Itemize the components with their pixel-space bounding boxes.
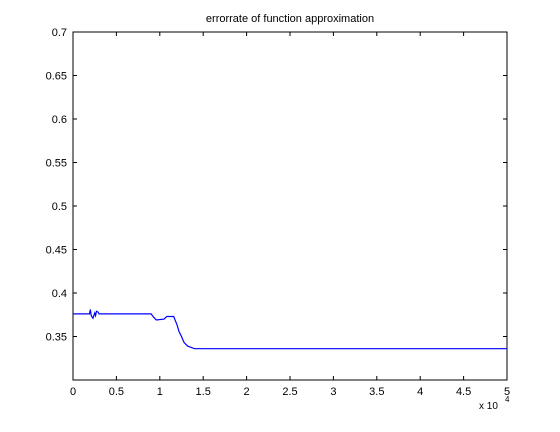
x-multiplier-exponent: 4 <box>505 395 510 404</box>
chart-title: errorrate of function approximation <box>206 13 374 25</box>
x-tick-label: 2 <box>244 386 250 398</box>
y-tick-label: 0.45 <box>46 245 67 257</box>
y-tick-label: 0.6 <box>52 114 67 126</box>
x-tick-label: 0 <box>70 386 76 398</box>
y-tick-label: 0.5 <box>52 201 67 213</box>
series-line <box>73 309 507 350</box>
x-tick-label: 4 <box>417 386 423 398</box>
plot-frame <box>72 31 508 381</box>
x-tick-label: 0.5 <box>109 386 124 398</box>
x-tick-label: 1.5 <box>196 386 211 398</box>
y-tick-label: 0.4 <box>52 288 67 300</box>
x-tick-label: 1 <box>157 386 163 398</box>
x-tick-label: 5 <box>504 386 510 398</box>
x-tick-label: 2.5 <box>282 386 297 398</box>
y-tick-label: 0.65 <box>46 71 67 83</box>
x-tick-label: 3 <box>330 386 336 398</box>
x-tick-label: 4.5 <box>456 386 471 398</box>
y-tick-label: 0.55 <box>46 158 67 170</box>
y-tick-label: 0.7 <box>52 27 67 39</box>
y-tick-label: 0.35 <box>46 332 67 344</box>
x-tick-label: 3.5 <box>369 386 384 398</box>
x-multiplier-label: x 10 <box>479 401 498 412</box>
